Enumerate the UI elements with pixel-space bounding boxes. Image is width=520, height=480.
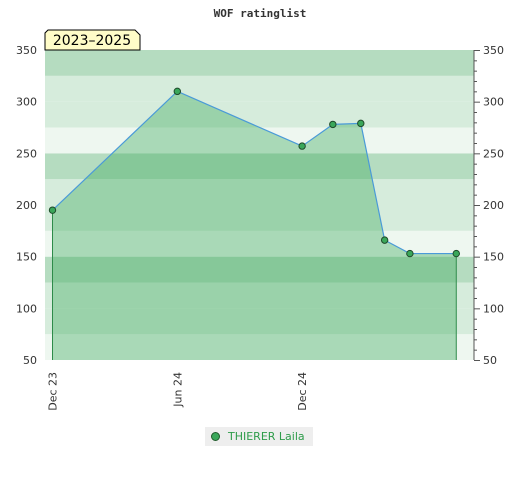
data-point[interactable]	[173, 87, 182, 96]
x-tick-label: Dec 24	[296, 372, 309, 411]
data-point[interactable]	[298, 142, 306, 150]
data-point[interactable]	[380, 236, 389, 244]
y-tick-label-left: 300	[16, 96, 37, 109]
points-layer	[48, 87, 460, 258]
legend[interactable]: THIERER Laila	[205, 427, 313, 446]
period-badge-box	[44, 29, 141, 51]
band	[45, 230, 474, 257]
data-point[interactable]	[329, 120, 337, 129]
background-bands	[45, 50, 474, 360]
band	[45, 101, 474, 128]
chart-title: WOF ratinglist	[214, 7, 307, 20]
y-tick-label-right: 350	[483, 44, 504, 57]
y-tick-label-left: 100	[16, 302, 37, 315]
y-tick-label-right: 50	[483, 354, 497, 367]
y-axis-right: 50 100 150 200 250 300 350	[473, 44, 504, 367]
area-layer	[52, 90, 457, 360]
period-label: 2023–2025	[53, 33, 131, 49]
band	[45, 256, 474, 283]
y-tick-label-left: 150	[16, 251, 37, 264]
series-area	[52, 91, 457, 360]
period-badge: 2023–2025	[44, 29, 141, 51]
data-point[interactable]	[48, 206, 57, 214]
band	[45, 179, 474, 205]
data-point[interactable]	[406, 249, 414, 258]
data-point[interactable]	[357, 119, 365, 128]
band	[45, 153, 474, 180]
y-tick-label-right: 300	[483, 96, 504, 109]
y-tick-label-right: 200	[483, 199, 504, 212]
y-axis-left: 50 100 150 200 250 300 350	[16, 44, 37, 367]
y-tick-label-right: 250	[483, 147, 504, 160]
band	[45, 282, 474, 309]
y-tick-label-left: 200	[16, 199, 37, 212]
x-axis: Dec 23 Jun 24 Dec 24	[47, 372, 310, 411]
x-tick-label: Dec 23	[47, 372, 60, 411]
y-tick-label-left: 250	[16, 147, 37, 160]
data-point[interactable]	[452, 249, 460, 258]
x-tick-label: Jun 24	[171, 372, 184, 408]
band	[45, 50, 474, 76]
series-line	[52, 90, 457, 255]
y-tick-label-left: 350	[16, 44, 37, 57]
band	[45, 75, 474, 102]
band	[45, 334, 474, 360]
y-tick-label-left: 50	[23, 354, 37, 367]
y-tick-label-right: 150	[483, 251, 504, 264]
legend-label: THIERER Laila	[228, 430, 305, 443]
legend-marker-icon	[211, 432, 220, 441]
band	[45, 205, 474, 231]
band	[45, 308, 474, 335]
y-tick-label-right: 100	[483, 302, 504, 315]
